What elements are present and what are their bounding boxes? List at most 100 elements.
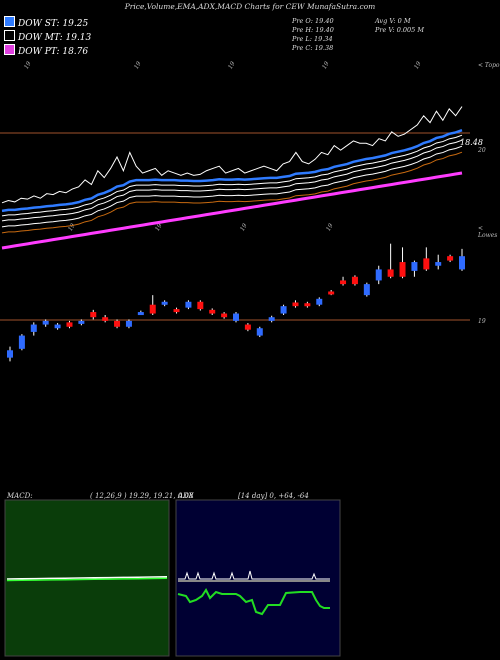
adx-params: [14 day] 0, +64, -64: [238, 492, 309, 500]
candle: [185, 300, 192, 310]
candle-body: [137, 312, 144, 316]
adx-minus-line: [178, 570, 330, 580]
avg-volume: Avg V: 0 M: [375, 17, 411, 25]
candle: [7, 346, 13, 362]
ohlc-open: Pre O: 19.40: [292, 17, 334, 25]
ema-group: [1, 128, 463, 250]
candle-body: [30, 324, 37, 332]
candle-body: [363, 284, 370, 296]
ema-mid-line-3: [1, 145, 463, 228]
candle-body: [351, 276, 358, 285]
candle: [244, 323, 251, 332]
lower-level-label: 19: [478, 318, 486, 325]
candle: [90, 309, 97, 320]
candle-body: [423, 258, 430, 270]
legend-label-pt: DOW PT: 18.76: [18, 47, 89, 57]
price-level-label-2: 20: [478, 147, 486, 154]
ema-slow-line: [1, 151, 463, 234]
candle-body: [304, 303, 311, 307]
adx-group: [177, 570, 330, 616]
candle-body: [161, 301, 168, 305]
candle-body: [78, 320, 85, 324]
candle-body: [125, 320, 132, 327]
candle-body: [328, 291, 335, 295]
candle: [161, 300, 168, 307]
candle-body: [42, 320, 49, 325]
candle: [340, 276, 347, 286]
legend-item-mt: DOW MT: 19.13: [4, 30, 91, 43]
macd-line: [6, 576, 168, 580]
candle: [292, 300, 299, 308]
candle: [66, 320, 73, 329]
candle: [447, 254, 454, 263]
candle: [149, 295, 156, 315]
prev-volume: Pre V: 0.005 M: [375, 26, 425, 34]
adx-name: ADX: [178, 492, 194, 500]
candle-body: [244, 324, 251, 330]
candle: [399, 247, 406, 279]
legend-swatch-mt: [4, 30, 15, 41]
price-line: [1, 106, 463, 204]
candle: [268, 315, 275, 323]
candle-body: [280, 306, 287, 314]
legend-item-pt: DOW PT: 18.76: [4, 44, 88, 57]
candle: [209, 308, 216, 315]
candle-body: [411, 262, 418, 271]
candle-body: [459, 256, 465, 270]
candle-body: [90, 312, 97, 318]
ema-mid-line-1: [1, 134, 463, 217]
ema-fast-line: [1, 128, 463, 213]
candle: [363, 282, 370, 297]
ohlc-high: Pre H: 19.40: [292, 26, 334, 34]
candle-body: [256, 328, 263, 336]
candle: [351, 275, 358, 286]
macd-name: MACD:: [7, 492, 33, 500]
candle-body: [54, 324, 61, 329]
candle-body: [209, 309, 216, 314]
candle-body: [292, 302, 299, 307]
candle-body: [185, 301, 192, 308]
candle: [316, 297, 323, 307]
candle: [125, 319, 132, 329]
candle: [256, 326, 263, 338]
candle-body: [447, 256, 454, 261]
candle-body: [399, 262, 406, 277]
candle: [459, 248, 465, 271]
adx-plus-line: [177, 588, 330, 616]
candle-body: [233, 313, 239, 321]
candle: [54, 323, 61, 330]
candle: [137, 310, 144, 316]
candle-body: [435, 262, 442, 266]
ohlc-low: Pre L: 19.34: [292, 35, 333, 43]
candle-group: [7, 243, 465, 362]
candle-body: [173, 309, 180, 313]
candle: [304, 301, 311, 308]
legend-label-st: DOW ST: 19.25: [18, 19, 89, 29]
candle: [78, 319, 85, 326]
candle: [197, 300, 204, 311]
candle: [233, 312, 239, 323]
candle-body: [18, 335, 25, 349]
candle-body: [7, 350, 13, 358]
candle-body: [114, 320, 121, 327]
legend-swatch-pt: [4, 44, 15, 55]
candle-body: [197, 301, 204, 310]
price-line-group: [1, 106, 463, 204]
candle: [30, 322, 37, 336]
top-right-label: < Topo: [478, 62, 500, 69]
ohlc-close: Pre C: 19.38: [292, 44, 334, 52]
ema-mid-line-2: [1, 139, 463, 222]
candle-body: [387, 269, 394, 277]
candle-body: [375, 269, 382, 281]
candle: [280, 304, 287, 315]
candle-body: [268, 317, 275, 321]
macd-signal-line: [6, 577, 168, 582]
candle: [387, 243, 394, 279]
price-level-label: 18.48: [460, 138, 483, 147]
legend-swatch-st: [4, 16, 15, 27]
candle: [328, 290, 335, 296]
candle: [411, 260, 418, 277]
candle: [42, 319, 49, 327]
macd-params: ( 12,26,9 ) 19.29, 19.21, 0.08: [90, 492, 194, 500]
